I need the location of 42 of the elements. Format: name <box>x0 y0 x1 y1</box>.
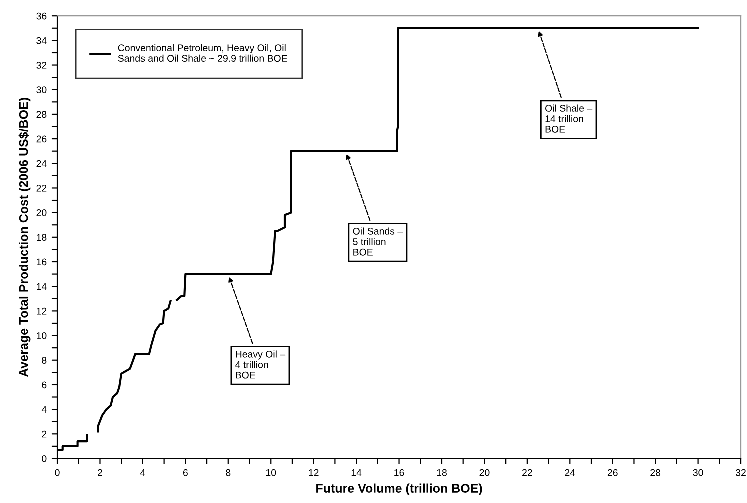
x-tick-label: 10 <box>266 469 276 476</box>
y-tick-label: 2 <box>42 430 47 438</box>
x-tick-label: 18 <box>437 469 447 476</box>
y-tick-label: 18 <box>37 234 47 242</box>
x-tick-label: 20 <box>480 469 490 476</box>
x-tick-label: 6 <box>183 469 188 476</box>
y-tick-label: 6 <box>42 382 47 389</box>
x-axis-title: Future Volume (trillion BOE) <box>316 484 482 496</box>
annotation: Oil Sands – 5 trillion BOE <box>353 228 404 256</box>
x-tick-label: 16 <box>394 469 404 476</box>
y-tick-label: 4 <box>42 406 47 414</box>
y-tick-label: 26 <box>36 136 47 143</box>
y-tick-label: 28 <box>36 111 47 118</box>
x-tick-label: 2 <box>98 469 102 476</box>
x-tick-label: 28 <box>650 469 661 476</box>
x-tick-label: 26 <box>608 469 618 476</box>
y-tick-label: 30 <box>36 86 47 94</box>
y-tick-label: 8 <box>42 357 47 364</box>
x-tick-label: 0 <box>55 469 60 476</box>
x-tick-label: 14 <box>352 470 362 476</box>
y-tick-label: 10 <box>37 332 47 340</box>
y-tick-label: 16 <box>37 258 47 266</box>
x-tick-label: 24 <box>565 469 576 476</box>
y-tick-label: 34 <box>36 37 47 44</box>
annotation: Heavy Oil – 4 trillion BOE <box>236 350 286 379</box>
y-tick-label: 20 <box>36 210 47 216</box>
y-axis-title: Average Total Production Cost (2006 US$/BOE) <box>18 98 31 378</box>
y-tick-label: 32 <box>36 62 47 69</box>
x-tick-label: 32 <box>736 469 746 476</box>
x-tick-label: 4 <box>140 470 146 476</box>
x-tick-label: 30 <box>693 469 704 476</box>
y-tick-label: 22 <box>36 184 47 192</box>
x-tick-label: 22 <box>522 469 532 476</box>
y-tick-label: 24 <box>36 160 47 168</box>
y-tick-label: 0 <box>42 455 47 462</box>
y-tick-label: 12 <box>37 308 47 315</box>
annotation: Oil Shale – 14 trillion BOE <box>546 104 593 133</box>
x-tick-label: 12 <box>309 469 319 476</box>
x-tick-label: 8 <box>226 469 231 476</box>
y-tick-label: 14 <box>37 283 47 290</box>
y-tick-label: 36 <box>36 12 47 20</box>
legend-label: Conventional Petroleum, Heavy Oil, Oil Sands and Oil Shale ~ 29.9 trillion BOE <box>118 44 288 62</box>
